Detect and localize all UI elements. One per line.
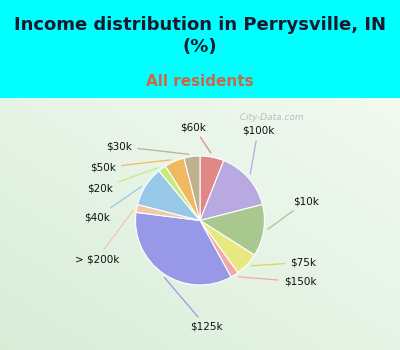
Text: $50k: $50k: [90, 160, 171, 173]
Text: > $200k: > $200k: [75, 210, 133, 264]
Wedge shape: [159, 166, 200, 220]
Wedge shape: [138, 171, 200, 220]
Wedge shape: [200, 220, 254, 273]
Wedge shape: [136, 212, 231, 285]
Wedge shape: [136, 204, 200, 220]
Text: $60k: $60k: [181, 122, 211, 153]
Wedge shape: [200, 204, 264, 255]
Text: $100k: $100k: [242, 125, 274, 174]
Text: $75k: $75k: [251, 257, 316, 267]
Text: $125k: $125k: [164, 278, 223, 332]
Text: $10k: $10k: [268, 196, 319, 229]
Text: City-Data.com: City-Data.com: [234, 113, 304, 122]
Text: Income distribution in Perrysville, IN
(%): Income distribution in Perrysville, IN (…: [14, 16, 386, 56]
Wedge shape: [200, 220, 238, 277]
Wedge shape: [166, 158, 200, 220]
Text: $40k: $40k: [84, 187, 142, 222]
Text: $150k: $150k: [238, 277, 316, 287]
Text: $20k: $20k: [87, 168, 158, 193]
Wedge shape: [200, 161, 262, 220]
Text: All residents: All residents: [146, 75, 254, 89]
Text: $30k: $30k: [106, 141, 189, 154]
Wedge shape: [200, 156, 224, 220]
Wedge shape: [184, 156, 200, 220]
